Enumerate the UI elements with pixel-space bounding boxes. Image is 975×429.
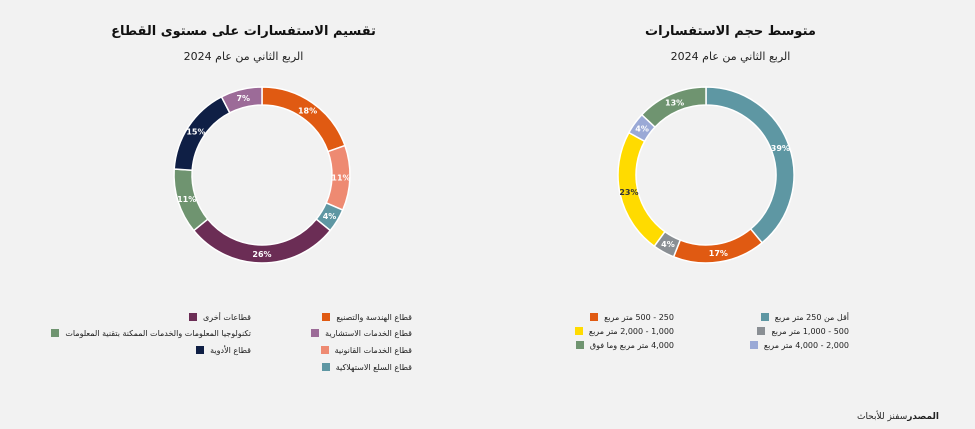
- donut-chart-inquiry-size: 39% 17% 4% 23% 4% 13%: [617, 86, 795, 264]
- legend-swatch: [321, 363, 330, 371]
- donut-slice: [640, 86, 707, 129]
- legend-swatch: [196, 346, 205, 354]
- legend-item: 4,000 متر مربع وما فوق: [575, 339, 674, 351]
- slice-data-label: 11%: [177, 195, 196, 204]
- donut-slice: [220, 86, 263, 114]
- source-text: سفنز للأبحاث: [856, 412, 908, 422]
- legend-label: 4,000 متر مربع وما فوق: [589, 340, 674, 350]
- legend-label: قطاعات أخرى: [203, 312, 251, 322]
- chart-panel-inquiry-size: متوسط حجم الاستفسارات الربع الثاني من عا…: [487, 0, 974, 429]
- slice-data-label: 26%: [252, 250, 271, 259]
- slice-data-label: 4%: [635, 125, 649, 134]
- slice-data-label: 15%: [186, 128, 205, 137]
- donut-slice: [705, 86, 795, 244]
- slice-data-label: 4%: [661, 240, 675, 249]
- legend-item: 2,000 - 4,000 متر مربع: [749, 339, 849, 351]
- legend-label: قطاع الخدمات القانونية: [334, 345, 412, 355]
- donut-chart-sector-split: 18% 11% 4% 26% 11% 15% 7%: [173, 86, 351, 264]
- chart-subtitle: الربع الثاني من عام 2024: [670, 50, 791, 63]
- legend-label: قطاع السلع الاستهلاكية: [335, 362, 412, 372]
- legend-swatch: [757, 327, 766, 335]
- legend-swatch: [322, 313, 331, 321]
- donut-slice: [261, 86, 346, 153]
- legend-label: 250 - 500 متر مربع: [604, 312, 674, 322]
- legend-item: 250 - 500 متر مربع: [590, 311, 674, 323]
- slice-data-label: 11%: [331, 174, 350, 183]
- legend-item: قطاع الهندسة والتصنيع: [322, 311, 412, 323]
- legend-item: قطاعات أخرى: [189, 311, 251, 323]
- legend-label: 500 - 1,000 متر مربع: [771, 326, 849, 336]
- slice-data-label: 39%: [771, 144, 790, 153]
- slice-data-label: 4%: [323, 212, 337, 221]
- slice-data-label: 18%: [298, 106, 317, 115]
- legend-swatch: [760, 313, 769, 321]
- legend-swatch: [590, 313, 599, 321]
- legend-swatch: [575, 341, 584, 349]
- legend-label: قطاع الهندسة والتصنيع: [336, 312, 412, 322]
- chart-panel-sector-split: تقسيم الاستفسارات على مستوى القطاع الربع…: [0, 0, 487, 429]
- legend-item: قطاع الأدوية: [196, 344, 251, 356]
- legend-item: قطاع السلع الاستهلاكية: [321, 361, 412, 373]
- legend-label: 1,000 - 2,000 متر مربع: [588, 326, 674, 336]
- legend-item: 500 - 1,000 متر مربع: [757, 325, 849, 337]
- chart-title: تقسيم الاستفسارات على مستوى القطاع: [111, 24, 376, 39]
- legend-item: قطاع الخدمات الاستشارية: [311, 327, 412, 339]
- slice-data-label: 23%: [619, 188, 638, 197]
- legend-item: قطاع الخدمات القانونية: [320, 344, 412, 356]
- legend-label: 2,000 - 4,000 متر مربع: [763, 340, 849, 350]
- legend-swatch: [574, 327, 583, 335]
- legend-item: 1,000 - 2,000 متر مربع: [574, 325, 674, 337]
- legend-swatch: [189, 313, 198, 321]
- slice-data-label: 7%: [236, 94, 250, 103]
- legend-label: أقل من 250 متر مربع: [774, 312, 849, 322]
- chart-subtitle: الربع الثاني من عام 2024: [183, 50, 304, 63]
- slice-data-label: 13%: [665, 98, 684, 107]
- legend-swatch: [51, 329, 60, 337]
- slice-data-label: 17%: [709, 249, 728, 258]
- legend-item: أقل من 250 متر مربع: [760, 311, 849, 323]
- legend-swatch: [749, 341, 758, 349]
- legend-label: تكنولوجيا المعلومات والخدمات الممكنة بتق…: [65, 328, 251, 338]
- chart-title: متوسط حجم الاستفسارات: [645, 24, 816, 39]
- legend-swatch: [311, 329, 320, 337]
- legend-item: تكنولوجيا المعلومات والخدمات الممكنة بتق…: [51, 327, 251, 339]
- legend-label: قطاع الأدوية: [210, 345, 251, 355]
- legend-swatch: [320, 346, 329, 354]
- source-note: المصدرسفنز للأبحاث: [857, 412, 939, 422]
- legend-label: قطاع الخدمات الاستشارية: [325, 328, 412, 338]
- source-label: المصدر: [907, 412, 939, 422]
